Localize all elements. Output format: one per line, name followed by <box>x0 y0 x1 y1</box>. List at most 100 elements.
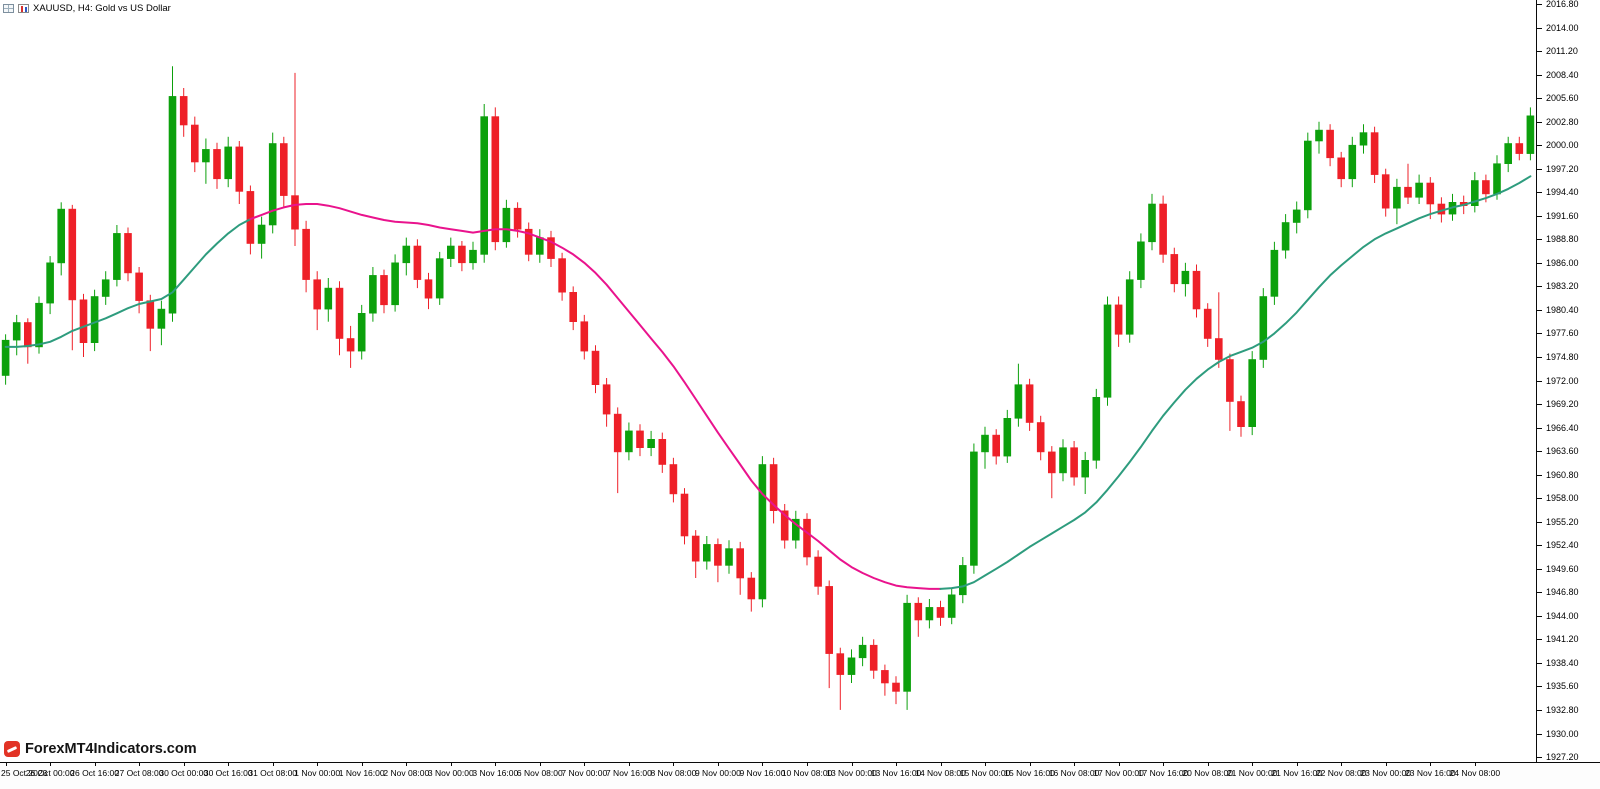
candle-body <box>836 653 845 675</box>
price-axis-label: 1963.60 <box>1546 446 1579 457</box>
moving-average-series <box>4 175 1532 590</box>
price-axis-label: 1944.00 <box>1546 610 1579 621</box>
price-axis-tick <box>1537 262 1542 264</box>
time-axis-tick <box>1074 763 1076 766</box>
candle-body <box>1315 129 1323 142</box>
candlestick-series <box>1 66 1535 710</box>
candle-body <box>135 272 143 301</box>
price-axis-tick <box>1537 333 1542 335</box>
price-axis-tick <box>1537 27 1542 29</box>
price-axis-tick <box>1537 51 1542 53</box>
candle-body <box>491 116 500 243</box>
candle-body <box>157 308 166 329</box>
time-axis-label: 7 Nov 16:00 <box>605 768 652 778</box>
candle-body <box>502 207 511 243</box>
candle-body <box>1226 359 1234 402</box>
candle-body <box>402 245 411 264</box>
time-axis-tick <box>628 763 630 766</box>
candle-body <box>1326 129 1334 159</box>
candle-body <box>458 245 466 264</box>
price-axis-tick <box>1537 592 1542 594</box>
price-axis-tick <box>1537 286 1542 288</box>
chart-canvas[interactable] <box>0 0 1537 762</box>
candle-body <box>981 434 989 453</box>
ma-line-down <box>249 203 942 590</box>
price-axis-label: 1966.40 <box>1546 422 1579 433</box>
candle-body <box>758 464 767 600</box>
candle-body <box>324 287 333 310</box>
price-axis-tick <box>1537 615 1542 617</box>
candle-body <box>1370 132 1379 175</box>
time-axis-tick <box>1385 763 1387 766</box>
price-axis-label: 1974.80 <box>1546 352 1579 362</box>
price-axis-label: 2000.00 <box>1546 140 1579 151</box>
price-axis-label: 1969.20 <box>1546 399 1579 409</box>
candle-body <box>992 434 1001 457</box>
candle-body <box>1482 180 1490 195</box>
price-axis-label: 1932.80 <box>1546 704 1579 715</box>
candle-body <box>1 339 10 376</box>
candle-body <box>1471 180 1479 207</box>
candle-body <box>291 195 299 230</box>
candle-body <box>547 237 555 259</box>
time-axis[interactable]: 25 Oct 2023 26 Oct 00:00 26 Oct 16:00 27 Oc… <box>0 762 1600 789</box>
price-axis[interactable]: 2016.80 2014.00 2011.20 2008.40 2005.60 2002.… <box>1537 0 1600 762</box>
candle-body <box>1059 447 1067 474</box>
time-axis-tick <box>5 763 7 766</box>
candle-body <box>680 493 689 537</box>
time-axis-label: 6 Nov 08:00 <box>516 768 563 778</box>
time-axis-label: 17 Nov 16:00 <box>1137 768 1189 778</box>
candle-body <box>257 224 266 244</box>
time-axis-label: 15 Nov 16:00 <box>1004 768 1055 778</box>
time-axis-tick <box>50 763 52 766</box>
candle-body <box>1203 308 1212 339</box>
candle-body <box>769 464 778 512</box>
price-axis-label: 1930.00 <box>1546 728 1579 739</box>
candle-body <box>1415 182 1423 198</box>
candle-body <box>780 510 789 541</box>
price-axis-tick <box>1537 686 1542 688</box>
candle-body <box>202 149 210 163</box>
price-axis-label: 1994.40 <box>1546 187 1579 198</box>
time-axis-label: 30 Oct 00:00 <box>159 768 209 778</box>
time-axis-label: 31 Oct 08:00 <box>248 768 298 778</box>
candle-body <box>146 300 155 329</box>
watermark: ForexMT4Indicators.com <box>4 741 197 757</box>
time-axis-label: 30 Oct 16:00 <box>203 768 253 778</box>
time-axis-tick <box>807 763 808 766</box>
price-axis-label: 2002.80 <box>1546 116 1579 127</box>
candle-body <box>914 602 923 621</box>
price-axis-label: 1927.20 <box>1546 752 1579 762</box>
candle-body <box>947 594 956 618</box>
price-axis-label: 1946.80 <box>1546 587 1579 598</box>
candle-body <box>1181 270 1190 285</box>
candle-body <box>791 518 800 541</box>
candle-body <box>524 228 533 255</box>
candle-body <box>814 556 822 587</box>
candle-body <box>1526 115 1535 154</box>
price-axis-tick <box>1537 427 1542 429</box>
price-axis-tick <box>1537 4 1542 5</box>
candle-body <box>191 124 199 163</box>
candle-body <box>101 279 110 297</box>
price-axis-label: 1949.60 <box>1546 563 1579 574</box>
chart-plot-area[interactable]: XAUUSD, H4: Gold vs US Dollar ForexMT4In… <box>0 0 1537 762</box>
candle-body <box>825 586 834 654</box>
candle-body <box>1081 459 1089 478</box>
time-axis-label: 15 Nov 00:00 <box>959 768 1011 778</box>
price-axis-label: 1955.20 <box>1546 516 1579 527</box>
price-axis-label: 2005.60 <box>1546 93 1579 104</box>
price-axis-tick <box>1537 474 1542 476</box>
price-axis-tick <box>1537 451 1542 453</box>
price-axis-tick <box>1537 239 1542 241</box>
price-axis-tick <box>1537 98 1542 100</box>
time-axis-label: 9 Nov 00:00 <box>694 768 741 778</box>
candle-body <box>1114 304 1123 335</box>
ma-line-up <box>939 175 1532 590</box>
price-axis-label: 1997.20 <box>1546 163 1579 174</box>
candle-body <box>1237 401 1245 428</box>
candlestick-icon <box>18 4 29 13</box>
time-axis-tick <box>450 763 452 766</box>
candle-body <box>658 438 667 465</box>
